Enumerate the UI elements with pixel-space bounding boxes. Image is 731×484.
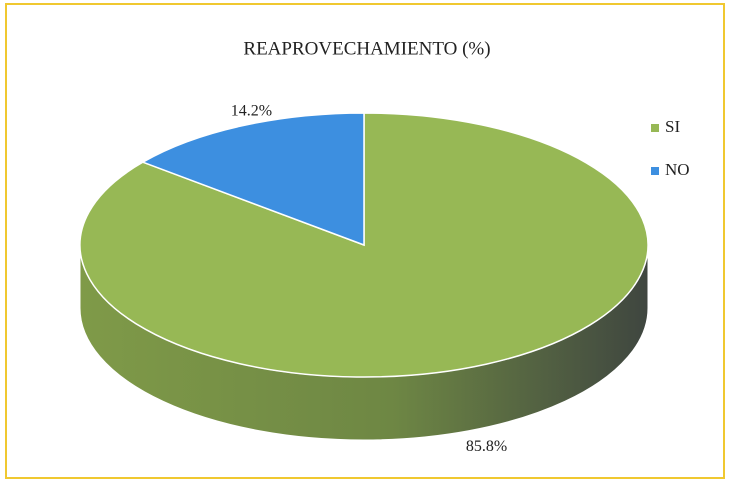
data-label: 85.8% <box>466 438 507 455</box>
legend-swatch <box>651 167 659 175</box>
chart-title: REAPROVECHAMIENTO (%) <box>243 38 490 59</box>
legend-swatch <box>651 124 659 132</box>
legend-label: NO <box>665 160 690 179</box>
legend-label: SI <box>665 117 680 136</box>
pie-slice <box>141 112 365 247</box>
data-label: 14.2% <box>231 103 272 120</box>
